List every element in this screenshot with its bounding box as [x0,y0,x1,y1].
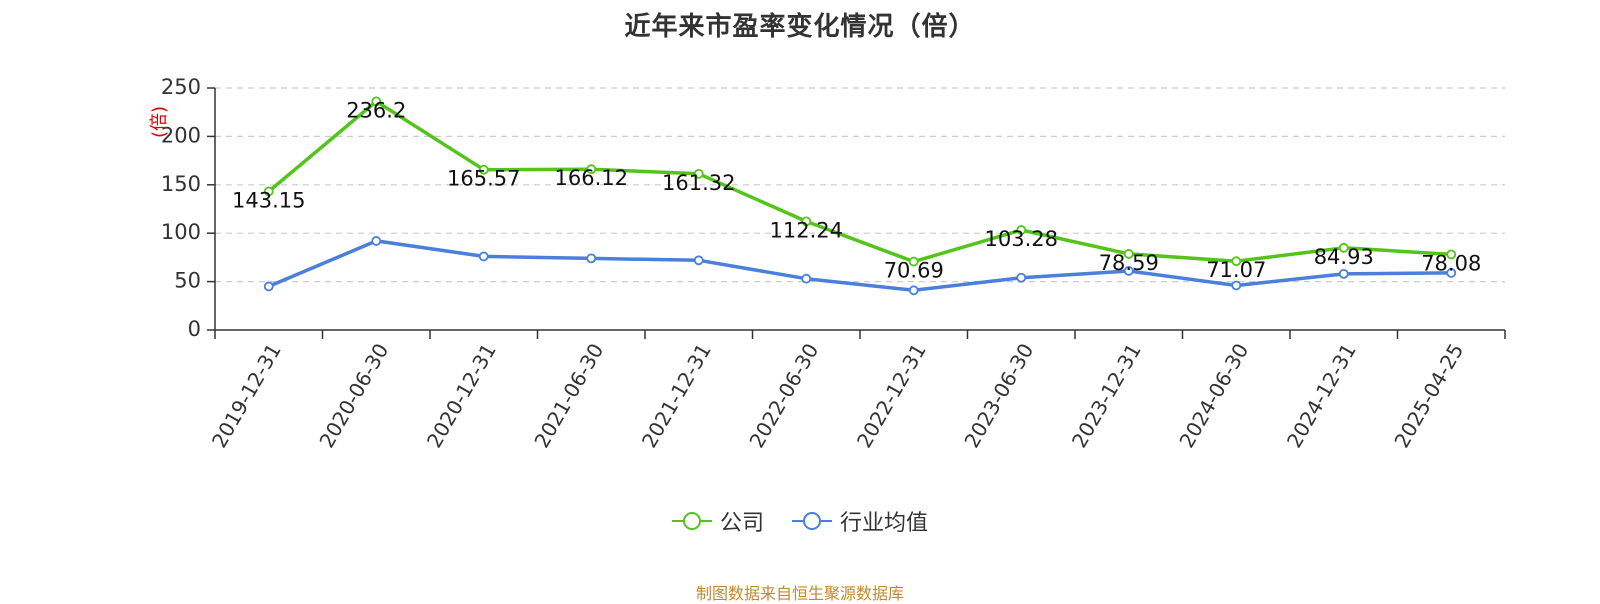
data-point [478,164,489,175]
y-tick-label: 0 [188,317,201,341]
legend-line-marker-icon [792,512,832,530]
legend-label-industry-average: 行业均值 [840,511,929,536]
data-label: 78.59 [1099,251,1159,275]
y-tick-label: 50 [174,269,201,293]
data-label: 165.57 [447,167,520,191]
legend-line-marker-icon [671,512,712,530]
data-point [1338,242,1349,253]
data-point [586,253,597,264]
data-point [908,256,919,267]
data-label: 112.24 [770,218,843,242]
data-point [371,236,382,246]
legend-item-company[interactable]: 公司 [671,505,764,537]
series-lines [267,99,1452,293]
y-tick-label: 200 [161,123,201,147]
x-tick-label: 2024-06-30 [1174,339,1253,452]
y-tick-label: 250 [161,75,201,99]
data-label: 70.69 [884,259,944,283]
data-label: 84.93 [1314,245,1374,269]
data-point [1123,249,1134,259]
data-point [1231,256,1242,267]
y-tick-label: 100 [161,220,201,244]
data-labels: 143.15 236.2 165.57 166.12 161.32 112.24 70.69… [232,98,1481,282]
data-label: 103.28 [985,227,1058,251]
data-point [801,273,812,284]
data-point [908,285,919,296]
x-tick-label: 2022-12-31 [852,339,931,452]
data-label: 161.32 [662,171,735,195]
data-point [371,96,382,107]
data-label: 236.2 [346,98,406,122]
data-source-note: 制图数据来自恒生聚源数据库 [695,584,904,603]
data-point [693,255,704,266]
data-point [586,164,597,175]
legend: 公司 行业均值 [0,505,1600,537]
axes [207,87,1506,339]
x-tick-label: 2021-12-31 [637,339,716,452]
data-label: 166.12 [555,166,628,190]
data-point [1338,268,1349,279]
y-tick-label: 150 [161,172,201,196]
x-tick-label: 2021-06-30 [529,339,608,452]
data-point [1446,267,1457,278]
data-point [1446,249,1457,260]
x-tick-label: 2023-06-30 [959,339,1038,452]
data-point [263,281,274,292]
data-point [1231,280,1242,291]
x-tick-label: 2019-12-31 [207,339,286,452]
series-line [268,239,1452,293]
data-point [1016,272,1027,283]
data-point [693,168,704,179]
y-tick-labels: 0 50 100 150 200 250 [161,75,201,341]
data-point [478,251,489,262]
data-point [801,216,812,227]
data-label: 71.07 [1206,258,1266,282]
x-tick-label: 2022-06-30 [744,339,823,452]
x-tick-label: 2025-04-25 [1389,339,1468,452]
legend-label-company: 公司 [719,511,764,536]
series-points [263,96,1457,296]
series-line [267,99,1452,264]
data-point [263,186,274,197]
x-tick-labels: 2019-12-31 2020-06-30 2020-12-31 2021-06-30… [207,339,1468,452]
data-point [1123,266,1134,276]
data-label: 143.15 [232,188,305,212]
y-axis-label: (倍) [149,106,170,138]
x-tick-label: 2023-12-31 [1067,339,1146,452]
x-tick-label: 2020-06-30 [314,339,393,452]
data-point [1016,225,1027,235]
x-tick-label: 2024-12-31 [1282,339,1361,452]
x-tick-label: 2020-12-31 [422,339,501,452]
data-label: 78.08 [1421,251,1481,275]
chart-title: 近年来市盈率变化情况（倍） [624,12,976,42]
legend-item-industry-average[interactable]: 行业均值 [792,505,928,537]
